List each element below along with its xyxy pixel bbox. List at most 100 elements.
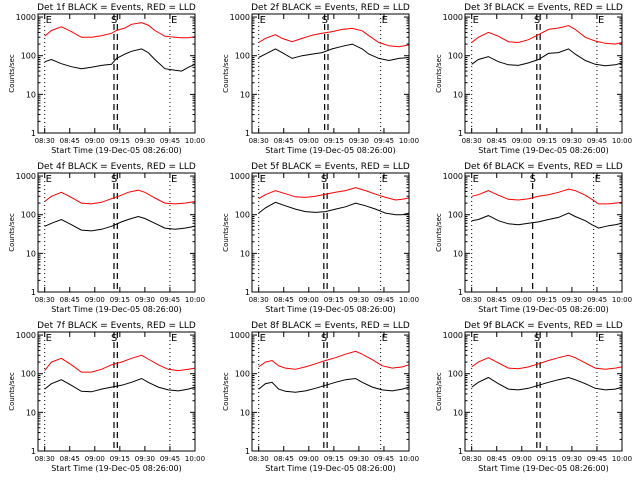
x-tick-label: 10:00 xyxy=(399,455,419,463)
y-tick-label: 100 xyxy=(448,370,463,379)
x-tick-label: 09:45 xyxy=(160,296,180,304)
y-tick-label: 1 xyxy=(31,447,36,456)
marker-label-e: E xyxy=(473,333,479,344)
x-tick-label: 08:30 xyxy=(35,296,55,304)
x-tick-label: 08:45 xyxy=(274,455,294,463)
y-tick-label: 100 xyxy=(448,52,463,61)
x-tick-label: 09:30 xyxy=(135,296,155,304)
x-tick-label: 08:30 xyxy=(462,296,482,304)
x-tick-label: 10:00 xyxy=(612,137,632,145)
y-axis-label: Counts/sec xyxy=(8,372,16,411)
x-tick-label: 09:45 xyxy=(160,137,180,145)
lld-line xyxy=(258,350,410,370)
events-line xyxy=(258,201,410,216)
x-tick-label: 09:15 xyxy=(537,137,557,145)
x-tick-label: 09:00 xyxy=(299,296,319,304)
panel-det-8: Det 8f BLACK = Events, RED = LLD E E S 1 10 10… xyxy=(222,321,419,473)
x-tick-label: 08:45 xyxy=(60,455,80,463)
x-tick-label: 08:45 xyxy=(274,137,294,145)
y-tick-label: 1 xyxy=(458,288,463,297)
marker-label-s: S xyxy=(111,333,117,344)
marker-label-e: E xyxy=(171,174,177,185)
lld-line xyxy=(258,27,410,48)
panel-det-9: Det 9f BLACK = Events, RED = LLD E E S 1 10 10… xyxy=(435,321,632,473)
y-tick-label: 1000 xyxy=(230,13,250,22)
events-line xyxy=(258,377,410,393)
plot-frame xyxy=(464,172,623,293)
y-tick-label: 100 xyxy=(448,211,463,220)
plot-frame xyxy=(464,13,623,134)
lld-line xyxy=(44,354,196,373)
x-tick-label: 09:45 xyxy=(160,455,180,463)
x-tick-label: 09:30 xyxy=(349,296,369,304)
panel-title: Det 4f BLACK = Events, RED = LLD xyxy=(37,162,196,172)
x-tick-label: 10:00 xyxy=(612,296,632,304)
marker-label-s: S xyxy=(111,15,117,26)
y-axis-label: Counts/sec xyxy=(8,54,16,93)
lld-line xyxy=(471,354,623,370)
panel-title: Det 1f BLACK = Events, RED = LLD xyxy=(37,3,196,13)
x-tick-label: 09:45 xyxy=(374,296,394,304)
events-line xyxy=(44,215,196,232)
y-tick-label: 1000 xyxy=(443,331,463,340)
y-tick-label: 10 xyxy=(240,249,250,258)
panel-title: Det 7f BLACK = Events, RED = LLD xyxy=(37,321,196,331)
x-tick-label: 09:30 xyxy=(562,296,582,304)
y-tick-label: 10 xyxy=(26,249,36,258)
marker-label-s: S xyxy=(321,174,327,185)
x-tick-label: 08:45 xyxy=(60,296,80,304)
marker-label-e: E xyxy=(171,15,177,26)
marker-label-e: E xyxy=(260,15,266,26)
marker-label-s: S xyxy=(322,15,328,26)
x-tick-label: 10:00 xyxy=(399,137,419,145)
x-tick-label: 09:30 xyxy=(562,455,582,463)
x-tick-label: 09:30 xyxy=(135,455,155,463)
y-tick-label: 100 xyxy=(235,370,250,379)
events-line xyxy=(471,212,623,229)
x-axis-label: Start Time (19-Dec-05 08:26:00) xyxy=(265,464,396,473)
y-tick-label: 10 xyxy=(453,90,463,99)
y-tick-label: 1000 xyxy=(16,172,36,181)
x-tick-label: 09:45 xyxy=(587,455,607,463)
marker-label-e: E xyxy=(382,174,388,185)
events-line xyxy=(471,48,623,67)
x-tick-label: 09:30 xyxy=(349,137,369,145)
panel-title: Det 6f BLACK = Events, RED = LLD xyxy=(464,162,623,172)
x-tick-label: 08:45 xyxy=(487,296,507,304)
plot-frame xyxy=(251,172,410,293)
marker-label-e: E xyxy=(260,333,266,344)
marker-label-e: E xyxy=(46,15,52,26)
y-tick-label: 100 xyxy=(21,52,36,61)
x-axis-label: Start Time (19-Dec-05 08:26:00) xyxy=(478,146,609,155)
events-line xyxy=(44,48,196,72)
marker-label-s: S xyxy=(534,333,540,344)
x-tick-label: 10:00 xyxy=(185,137,205,145)
y-tick-label: 1 xyxy=(245,447,250,456)
panel-det-3: Det 3f BLACK = Events, RED = LLD E E S 1 10 10… xyxy=(435,3,632,155)
y-tick-label: 10 xyxy=(26,408,36,417)
events-line xyxy=(471,376,623,391)
x-tick-label: 09:00 xyxy=(512,455,532,463)
y-tick-label: 1000 xyxy=(443,13,463,22)
x-tick-label: 09:30 xyxy=(562,137,582,145)
y-axis-label: Counts/sec xyxy=(222,372,230,411)
y-axis-label: Counts/sec xyxy=(222,54,230,93)
panel-det-1: Det 1f BLACK = Events, RED = LLD E E S 1 10 10… xyxy=(8,3,205,155)
y-tick-label: 1 xyxy=(31,288,36,297)
events-line xyxy=(258,43,410,62)
x-tick-label: 09:30 xyxy=(349,455,369,463)
x-tick-label: 09:15 xyxy=(324,455,344,463)
panel-det-2: Det 2f BLACK = Events, RED = LLD E E S 1 10 10… xyxy=(222,3,419,155)
panel-title: Det 5f BLACK = Events, RED = LLD xyxy=(251,162,410,172)
events-line xyxy=(44,377,196,393)
x-axis-label: Start Time (19-Dec-05 08:26:00) xyxy=(51,305,182,314)
y-tick-label: 100 xyxy=(235,211,250,220)
lld-line xyxy=(44,22,196,39)
x-axis-label: Start Time (19-Dec-05 08:26:00) xyxy=(51,464,182,473)
marker-label-e: E xyxy=(382,333,388,344)
x-axis-label: Start Time (19-Dec-05 08:26:00) xyxy=(478,305,609,314)
y-tick-label: 1000 xyxy=(230,172,250,181)
x-tick-label: 09:00 xyxy=(299,137,319,145)
y-tick-label: 1000 xyxy=(16,331,36,340)
plot-frame xyxy=(37,172,196,293)
